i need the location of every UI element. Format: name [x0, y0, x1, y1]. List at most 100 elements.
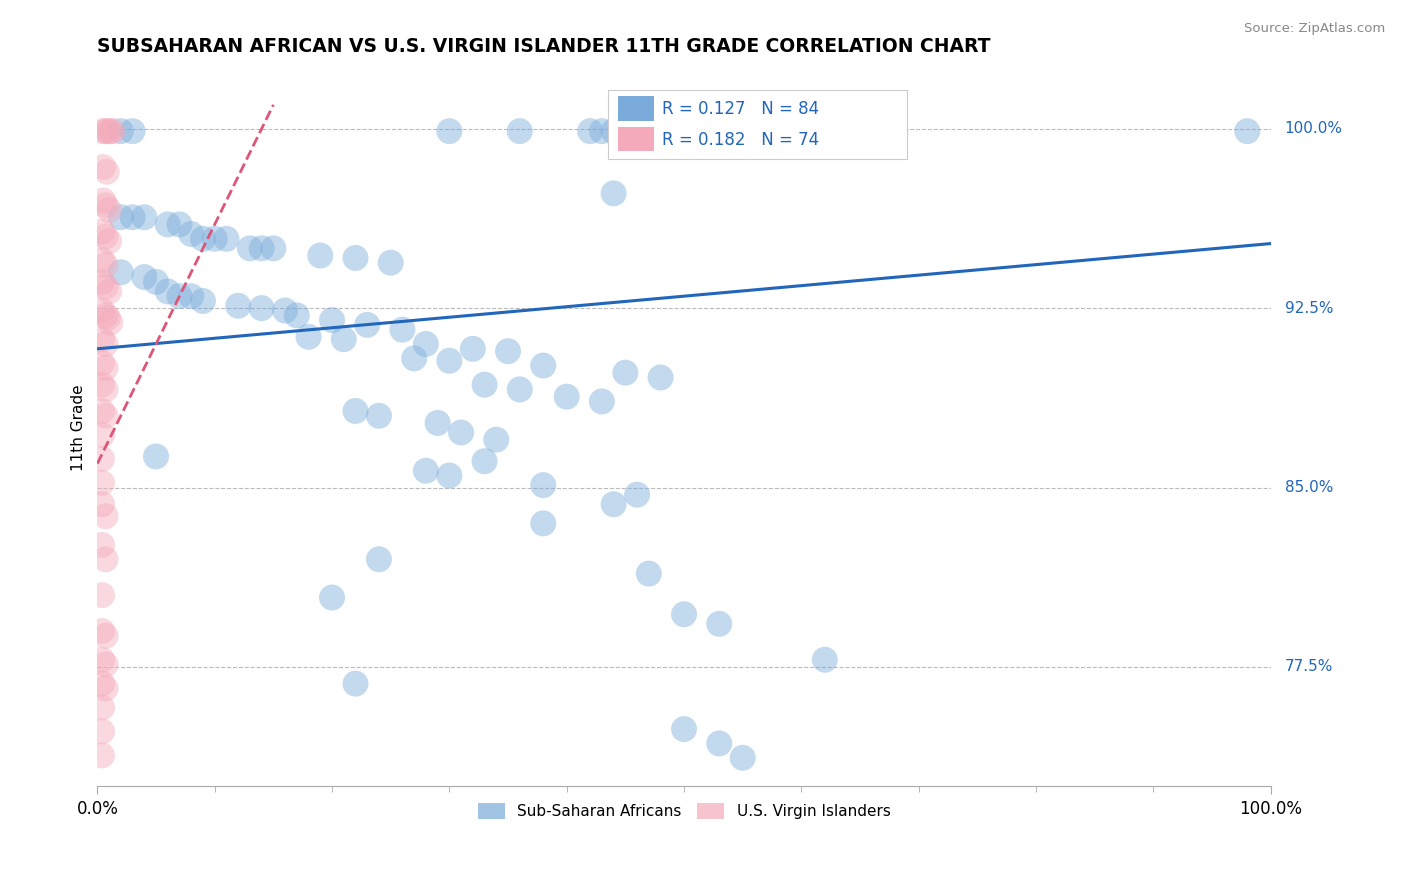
Point: [579, 124, 602, 138]
Point: [591, 394, 613, 409]
Point: [94, 308, 117, 322]
Point: [91, 676, 114, 690]
Point: [191, 232, 214, 246]
Point: [91, 194, 114, 208]
Point: [404, 351, 426, 366]
Point: [91, 451, 114, 466]
Point: [169, 289, 191, 303]
Point: [91, 225, 114, 239]
Point: [94, 552, 117, 566]
Point: [509, 383, 531, 397]
Point: [332, 332, 354, 346]
Point: [91, 700, 114, 714]
Text: 92.5%: 92.5%: [1285, 301, 1333, 316]
Point: [145, 450, 167, 464]
Point: [94, 681, 117, 696]
Point: [591, 124, 613, 138]
Point: [97, 124, 120, 138]
Point: [380, 255, 402, 269]
Point: [91, 538, 114, 552]
Point: [368, 552, 391, 566]
Point: [91, 303, 114, 318]
Point: [602, 124, 624, 138]
Point: [94, 629, 117, 643]
Point: [121, 211, 143, 225]
Point: [134, 270, 156, 285]
Point: [110, 124, 132, 138]
Text: SUBSAHARAN AFRICAN VS U.S. VIRGIN ISLANDER 11TH GRADE CORRELATION CHART: SUBSAHARAN AFRICAN VS U.S. VIRGIN ISLAND…: [97, 37, 991, 56]
Y-axis label: 11th Grade: 11th Grade: [72, 384, 86, 471]
Point: [98, 285, 121, 299]
FancyBboxPatch shape: [607, 90, 907, 159]
Point: [368, 409, 391, 423]
Point: [94, 337, 117, 351]
Point: [250, 301, 273, 315]
Point: [94, 509, 117, 524]
Point: [496, 344, 519, 359]
Point: [439, 468, 461, 483]
Point: [285, 308, 308, 322]
Point: [673, 722, 696, 736]
Point: [91, 124, 114, 138]
Point: [602, 186, 624, 201]
Point: [169, 218, 191, 232]
FancyBboxPatch shape: [619, 127, 654, 151]
Point: [415, 337, 437, 351]
Point: [555, 390, 578, 404]
Point: [91, 377, 114, 392]
Point: [1236, 124, 1258, 138]
Point: [650, 370, 672, 384]
Point: [180, 227, 202, 241]
Point: [91, 428, 114, 442]
Point: [94, 409, 117, 423]
Point: [262, 241, 284, 255]
Point: [814, 124, 837, 138]
Point: [450, 425, 472, 440]
Point: [94, 198, 117, 212]
Point: [531, 516, 554, 531]
Point: [415, 464, 437, 478]
Point: [91, 275, 114, 289]
Point: [98, 234, 121, 248]
Point: [485, 433, 508, 447]
Point: [110, 265, 132, 279]
Point: [344, 404, 367, 418]
Point: [602, 497, 624, 511]
Point: [91, 624, 114, 638]
Point: [180, 289, 202, 303]
Point: [91, 404, 114, 418]
Text: 100.0%: 100.0%: [1285, 121, 1343, 136]
Point: [91, 724, 114, 739]
Point: [191, 293, 214, 308]
Text: 77.5%: 77.5%: [1285, 659, 1333, 674]
Point: [91, 588, 114, 602]
Point: [91, 653, 114, 667]
Point: [215, 232, 238, 246]
Point: [134, 211, 156, 225]
Point: [731, 751, 754, 765]
Point: [673, 607, 696, 622]
Point: [250, 241, 273, 255]
Point: [531, 478, 554, 492]
Point: [637, 566, 659, 581]
Point: [110, 211, 132, 225]
Point: [204, 232, 226, 246]
Point: [509, 124, 531, 138]
Text: Source: ZipAtlas.com: Source: ZipAtlas.com: [1244, 22, 1385, 36]
Point: [91, 356, 114, 370]
Point: [98, 203, 121, 218]
Point: [614, 366, 637, 380]
Point: [344, 251, 367, 265]
Text: 85.0%: 85.0%: [1285, 480, 1333, 495]
Point: [97, 310, 120, 325]
Point: [391, 323, 413, 337]
Point: [309, 248, 332, 262]
Point: [156, 285, 179, 299]
Point: [101, 124, 124, 138]
Point: [626, 488, 648, 502]
Point: [91, 475, 114, 490]
Point: [474, 377, 496, 392]
Point: [94, 360, 117, 375]
Point: [884, 124, 907, 138]
Point: [98, 316, 121, 330]
